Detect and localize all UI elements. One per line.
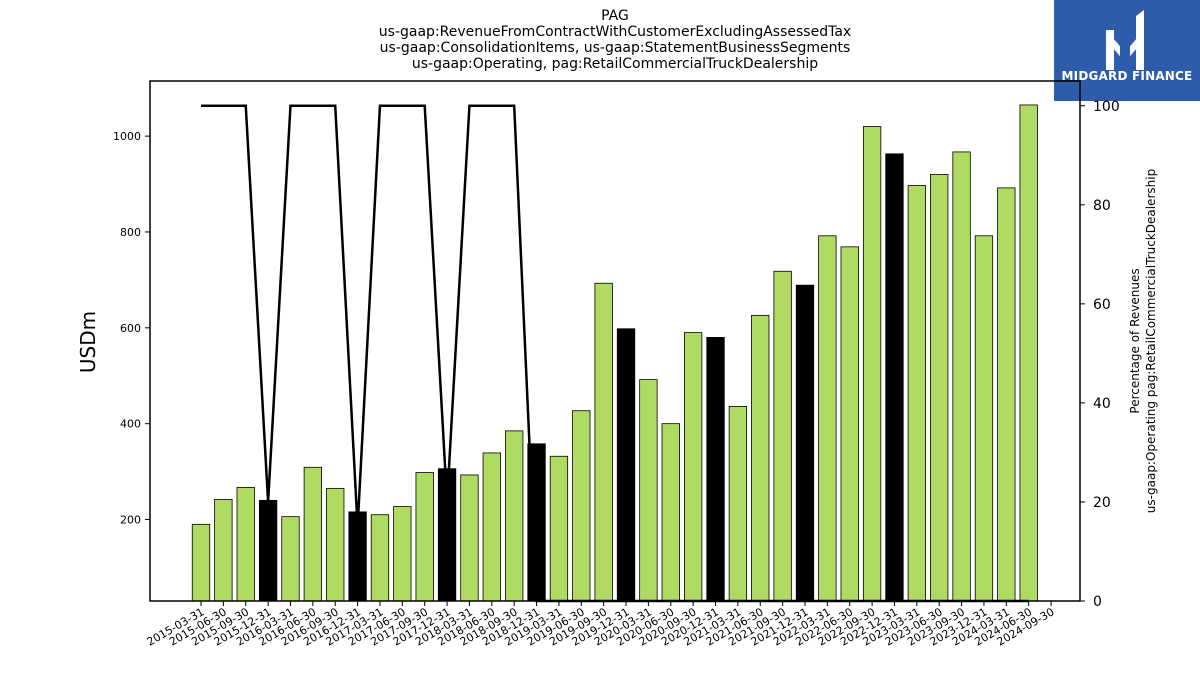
logo-mark-icon: [1106, 10, 1144, 70]
bar: [862, 126, 882, 602]
plot-frame: [149, 80, 1081, 602]
y2-tick-label: 40: [1093, 396, 1111, 412]
bar: [1019, 104, 1038, 602]
bar: [661, 423, 680, 602]
bar: [885, 153, 904, 602]
bar: [303, 466, 323, 602]
bar: [370, 514, 390, 602]
chart-title-line: us-gaap:RevenueFromContractWithCustomerE…: [378, 24, 852, 40]
bar: [393, 506, 412, 602]
chart-title-line: us-gaap:Operating, pag:RetailCommercialT…: [411, 56, 819, 72]
bar: [505, 430, 524, 602]
y-tick-label: 400: [120, 418, 141, 431]
y-tick-label: 200: [120, 514, 141, 527]
bar: [214, 498, 233, 602]
brand-logo: MIDGARD FINANCE: [1054, 0, 1200, 101]
bar: [191, 523, 211, 602]
bar: [415, 472, 434, 602]
bar: [236, 487, 255, 602]
bar: [974, 235, 994, 602]
bar: [751, 314, 770, 602]
y-tick-label: 800: [120, 226, 141, 239]
y2-tick-label: 20: [1093, 495, 1111, 511]
bar: [616, 328, 636, 602]
bar: [594, 282, 613, 602]
bar: [773, 270, 792, 602]
bar: [997, 187, 1016, 602]
y2-tick-label: 0: [1093, 594, 1102, 610]
logo-text: MIDGARD FINANCE: [1061, 69, 1193, 83]
bar: [683, 332, 703, 602]
bar: [549, 455, 569, 602]
bar: [818, 235, 837, 602]
bar: [952, 151, 971, 602]
bar: [460, 474, 479, 602]
y2-tick-label: 100: [1093, 99, 1120, 115]
bar: [907, 185, 926, 602]
y2-tick-label: 60: [1093, 297, 1111, 313]
chart-title-line: PAG: [601, 8, 629, 24]
bar: [572, 410, 591, 602]
y-tick-label: 1000: [113, 130, 141, 143]
bar: [482, 452, 501, 602]
chart-title-line: us-gaap:ConsolidationItems, us-gaap:Stat…: [379, 40, 851, 56]
bar: [281, 516, 300, 602]
bar: [728, 406, 748, 602]
y2-tick-label: 80: [1093, 198, 1111, 214]
bar: [326, 487, 345, 602]
bar: [930, 174, 949, 602]
bar: [795, 284, 815, 602]
bar: [639, 379, 658, 602]
bar: [840, 246, 859, 602]
bar: [258, 499, 278, 602]
y-tick-label: 600: [120, 322, 141, 335]
bar: [706, 337, 725, 602]
percentage-line: [201, 104, 1029, 603]
